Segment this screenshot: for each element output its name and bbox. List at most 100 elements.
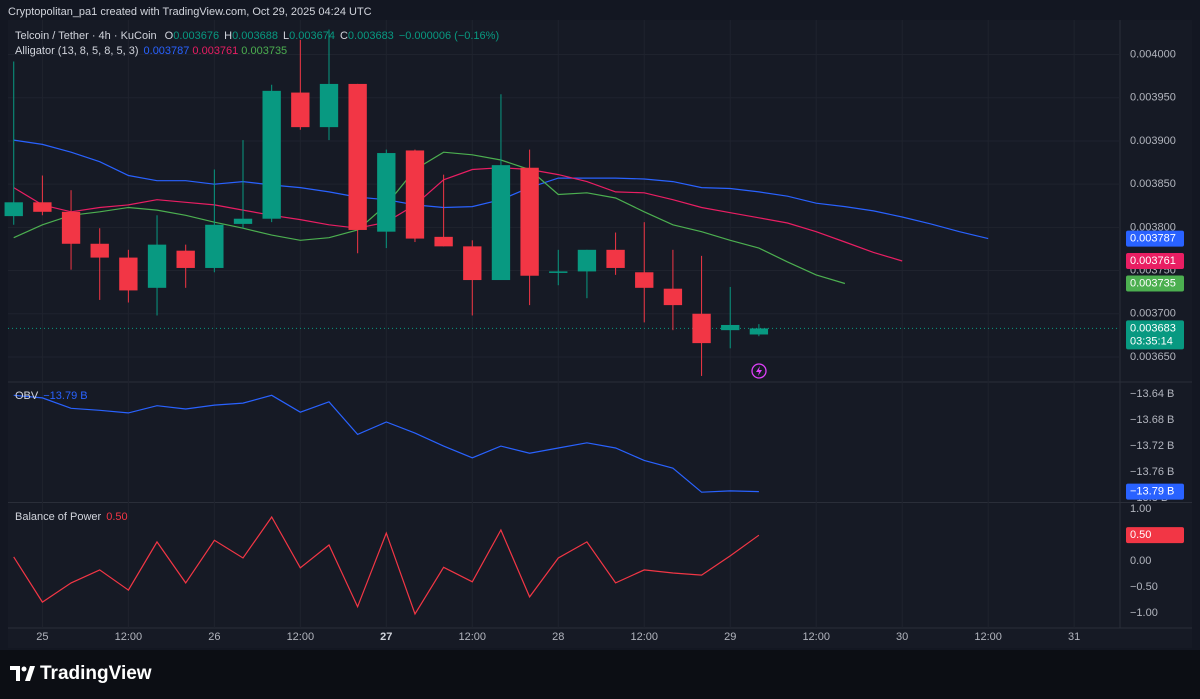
alert-icon	[751, 363, 767, 379]
price-badge-label: 0.003683	[1130, 322, 1176, 334]
candle-body	[549, 271, 568, 273]
candle-body	[319, 83, 339, 128]
brand: TradingView	[40, 663, 152, 684]
legend-value: 0.003683	[348, 30, 394, 42]
attribution: Cryptopolitan_pa1 created with TradingVi…	[8, 6, 372, 18]
legend-key: H	[224, 30, 232, 42]
x-tick-label: 31	[1068, 631, 1080, 643]
price-badge-label: 0.003735	[1130, 277, 1176, 289]
grid	[8, 20, 1120, 628]
marks	[4, 29, 989, 616]
legend-title: OBV	[15, 390, 39, 402]
y-tick-label: 0.003700	[1130, 308, 1176, 320]
legend-value: 0.50	[106, 511, 127, 523]
indicator-line	[13, 151, 846, 285]
price-badge	[1126, 527, 1184, 544]
candle-body	[233, 218, 253, 224]
x-tick-label: 25	[36, 631, 48, 643]
candle-body	[291, 92, 310, 128]
x-tick-label: 12:00	[459, 631, 487, 643]
price-badge	[1126, 253, 1184, 270]
footer-bar	[0, 650, 1200, 699]
price-badge	[1126, 275, 1184, 292]
price-badge	[1126, 230, 1184, 247]
indicator-name: Alligator (13, 8, 5, 8, 5, 3)	[15, 45, 139, 57]
indicator-line	[13, 394, 759, 493]
price-badge	[1126, 483, 1184, 500]
candle-body	[90, 243, 109, 258]
legend-key: C	[340, 30, 348, 42]
x-tick-label: 12:00	[115, 631, 143, 643]
price-badge-label: 0.003787	[1130, 232, 1176, 244]
indicator-value: 0.003787	[144, 45, 190, 57]
y-tick-label: −1.00	[1130, 607, 1158, 619]
candle-body	[405, 150, 425, 239]
candle-body	[61, 211, 81, 244]
legend: OBV −13.79 B	[15, 390, 88, 402]
x-tick-label: 29	[724, 631, 736, 643]
legend-title: Telcoin / Tether · 4h · KuCoin	[15, 30, 157, 42]
labels: 25 12:00 26 12:00 27 12:00 28 12:00 29 12:00 30 12:…	[15, 30, 1184, 643]
candle-body	[147, 244, 167, 288]
y-tick-label: −13.68 B	[1130, 414, 1174, 426]
legend-value: 0.003676	[173, 30, 219, 42]
y-tick-label: 0.004000	[1130, 48, 1176, 60]
candle-body	[205, 224, 224, 268]
candle-body	[635, 272, 654, 288]
x-tick-label: 12:00	[287, 631, 315, 643]
legend-value: 0.003674	[289, 30, 335, 42]
candle-body	[434, 236, 453, 247]
indicator-value: 0.003761	[192, 45, 238, 57]
y-tick-label: 0.003850	[1130, 178, 1176, 190]
y-tick-label: 1.00	[1130, 503, 1151, 515]
candle-body	[463, 246, 482, 281]
countdown: 03:35:14	[1130, 335, 1173, 347]
legend: Alligator (13, 8, 5, 8, 5, 3) 0.003787 0.0…	[15, 45, 287, 57]
candle-body	[692, 313, 711, 344]
price-badge-label: 0.50	[1130, 529, 1151, 541]
y-tick-label: −13.64 B	[1130, 388, 1174, 400]
y-tick-label: −13.72 B	[1130, 440, 1174, 452]
x-tick-label: 26	[208, 631, 220, 643]
legend-key: O	[165, 30, 174, 42]
candle-body	[348, 83, 367, 230]
y-tick-label: 0.003900	[1130, 135, 1176, 147]
x-tick-label: 12:00	[802, 631, 830, 643]
x-tick-label: 12:00	[630, 631, 658, 643]
y-tick-label: 0.003650	[1130, 351, 1176, 363]
y-tick-label: 0.003800	[1130, 221, 1176, 233]
indicator-line	[13, 515, 760, 616]
candle-body	[577, 249, 597, 272]
x-tick-label: 28	[552, 631, 564, 643]
candle-body	[663, 288, 683, 306]
candle-body	[606, 249, 625, 268]
logo	[10, 666, 35, 681]
legend: Balance of Power 0.50	[15, 511, 128, 523]
indicator-value: 0.003735	[241, 45, 287, 57]
x-tick-label: 30	[896, 631, 908, 643]
legend-value: −13.79 B	[43, 390, 87, 402]
indicator-line	[13, 167, 903, 262]
y-tick-label: 0.003950	[1130, 92, 1176, 104]
candle-body	[33, 202, 52, 212]
y-tick-label: −13.76 B	[1130, 466, 1174, 478]
legend: Telcoin / Tether · 4h · KuCoin O0.003676 H…	[15, 30, 499, 42]
x-tick-label: 12:00	[974, 631, 1002, 643]
price-badge	[1126, 320, 1184, 350]
price-badge-label: 0.003761	[1130, 255, 1176, 267]
candle-body	[262, 90, 281, 219]
y-tick-label: −0.50	[1130, 581, 1158, 593]
candle-body	[721, 324, 740, 331]
candle-body	[491, 165, 511, 281]
legend-key: L	[283, 30, 289, 42]
candle-body	[749, 328, 769, 335]
legend-change: −0.000006 (−0.16%)	[399, 30, 499, 42]
y-tick-label: 0.00	[1130, 555, 1151, 567]
x-tick-label: 27	[380, 631, 392, 643]
legend-value: 0.003688	[232, 30, 278, 42]
candle-body	[520, 167, 539, 276]
legend-title: Balance of Power	[15, 511, 102, 523]
candle-body	[377, 153, 396, 232]
